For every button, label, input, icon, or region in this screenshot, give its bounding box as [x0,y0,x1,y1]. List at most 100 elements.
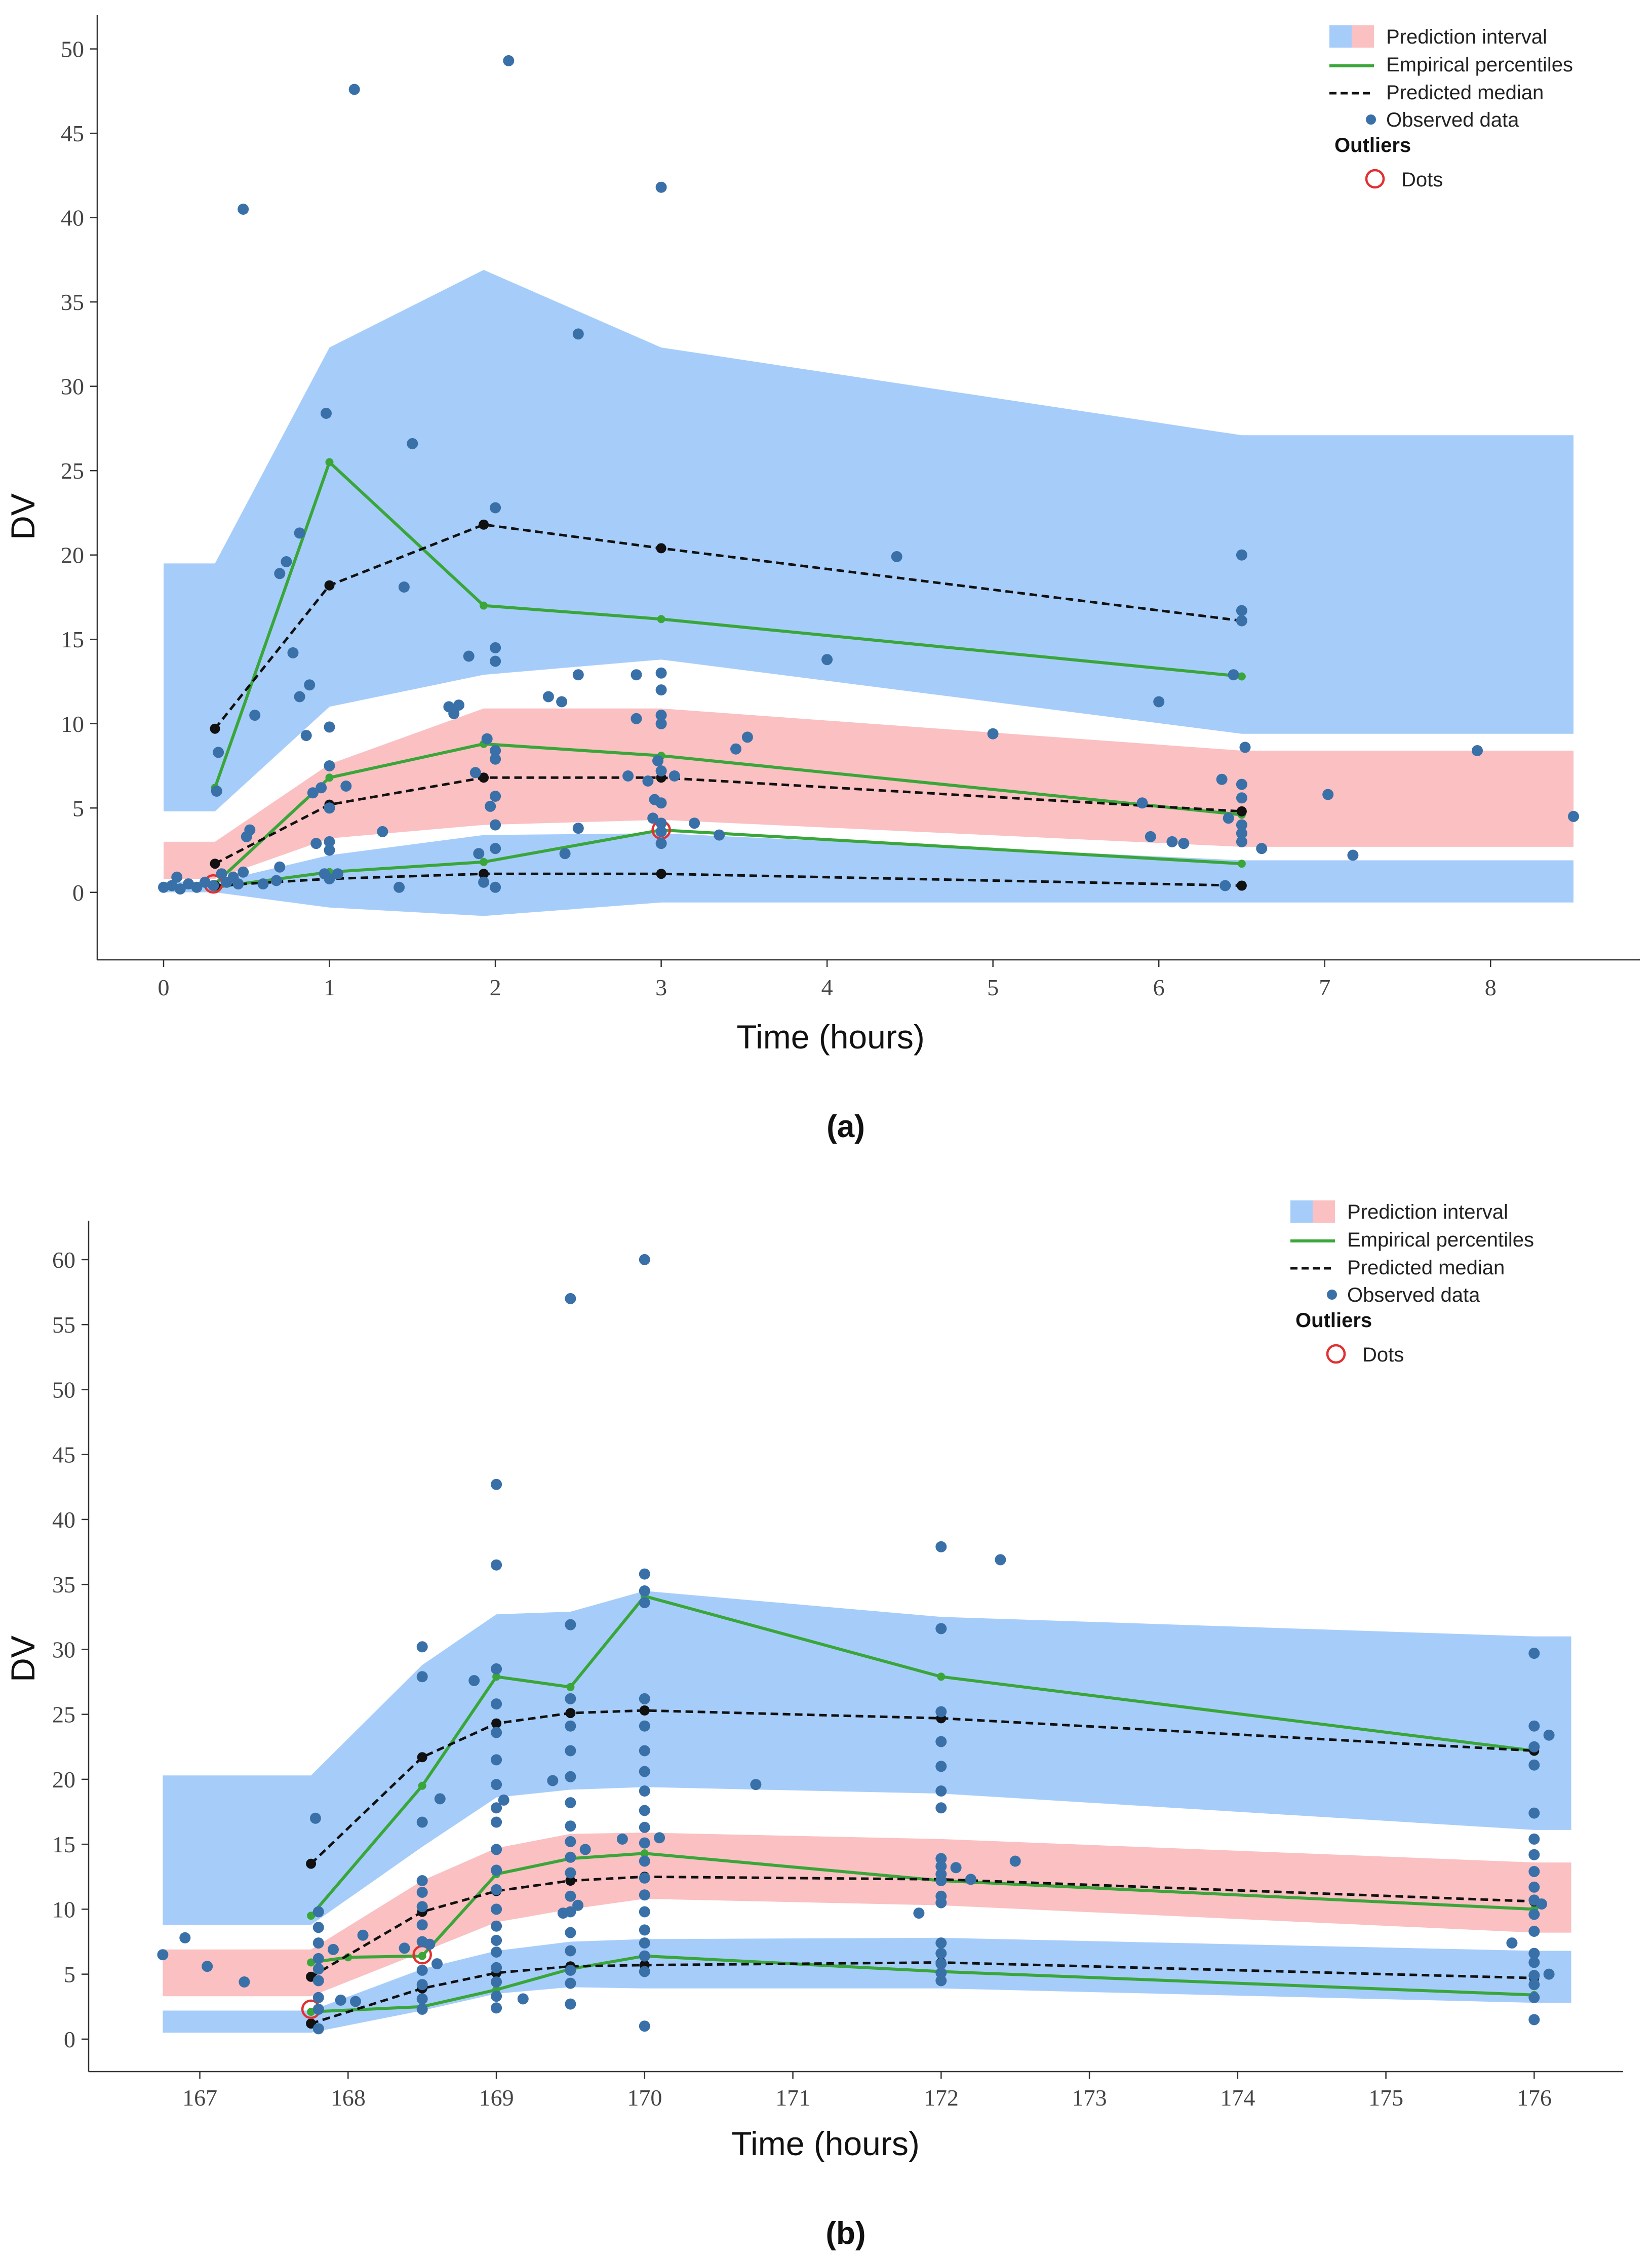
panel-a-observed-point [324,873,335,885]
panel-a-y-tick-label: 50 [61,36,84,62]
panel-a-median-middle-marker [210,859,220,869]
panel-a-observed-point [1236,605,1247,616]
panel-a-empirical-upper-marker [1237,672,1246,681]
panel-b-observed-point [491,1754,502,1766]
legend-observed-data: Observed data [1347,1284,1480,1306]
panel-b-observed-point [312,1953,324,1964]
legend-observed-dot [1366,114,1376,125]
panel-b-caption: (b) [825,2216,866,2251]
panel-a-observed-point [1236,778,1247,790]
panel-b-observed-point [1528,1909,1540,1920]
panel-b-legend: Prediction interval Empirical percentile… [1290,1200,1534,1366]
panel-b-observed-point [491,1884,502,1895]
panel-b-observed-point [357,1929,369,1941]
panel-b-observed-point [1528,1741,1540,1753]
panel-b-observed-point [312,1937,324,1949]
panel-a-observed-point [821,654,833,666]
legend-predicted-median: Predicted median [1347,1257,1505,1279]
panel-b-observed-point [565,1851,576,1863]
panel-a-observed-point [642,775,654,787]
panel-b-observed-point [1528,1849,1540,1860]
panel-a-observed-point [714,829,725,841]
panel-b-observed-points [157,1254,1555,2035]
panel-a-observed-point [324,802,335,814]
panel-b-observed-point [1528,1866,1540,1877]
panel-b-observed-point [639,1924,650,1936]
panel-a-observed-point [377,826,388,837]
panel-b-observed-point [1528,1970,1540,1981]
panel-a-x-tick-label: 7 [1319,975,1330,1000]
panel-b-observed-point [565,1964,576,1976]
panel-b-x-tick-label: 171 [775,2085,810,2111]
panel-a-observed-point [1236,819,1247,831]
panel-a-observed-point [238,866,249,878]
panel-a-observed-point [244,824,256,836]
panel-b-observed-point [312,2023,324,2035]
panel-b-observed-point [1528,1833,1540,1845]
legend-swatch-blue [1290,1200,1313,1223]
panel-a-median-upper-marker [479,519,489,530]
panel-a-y-tick-label: 45 [61,121,84,146]
panel-a-observed-point [453,699,464,711]
panel-a-legend: Prediction interval Empirical percentile… [1329,25,1573,191]
panel-b-observed-point [565,1927,576,1938]
panel-a-x-tick-label: 4 [821,975,833,1000]
panel-a-band-upper [164,269,1574,811]
panel-a-observed-point [1568,810,1579,822]
panel-a-observed-point [398,581,410,593]
panel-b-observed-point [416,1671,428,1683]
panel-b-band-upper [163,1591,1571,1925]
panel-a-empirical-upper-marker [480,601,488,610]
panel-b-y-tick-label: 55 [52,1312,75,1338]
panel-b-y-tick-label: 35 [52,1572,75,1598]
panel-a-observed-point [257,878,269,890]
panel-b-observed-point [935,1785,947,1797]
panel-a-observed-point [324,760,335,771]
panel-a-observed-point [490,819,501,831]
panel-b-observed-point [639,1785,650,1797]
panel-b-observed-point [312,2003,324,2015]
panel-a-observed-point [485,800,496,812]
panel-a-observed-point [270,875,282,886]
panel-b-observed-point [639,1966,650,1977]
panel-b-observed-point [399,1942,410,1954]
panel-b-empirical-middle-line [310,1852,1535,1964]
panel-a-observed-point [490,753,501,765]
panel-b-observed-point [950,1862,962,1874]
panel-b-x-axis-label: Time (hours) [731,2125,920,2162]
panel-a-observed-point [631,669,642,681]
legend-predicted-median: Predicted median [1386,82,1544,104]
panel-b-observed-point [913,1907,925,1919]
panel-a-observed-point [655,718,667,729]
panel-b-observed-point [565,1720,576,1732]
panel-b-y-tick-label: 40 [52,1507,75,1533]
legend-outliers-title: Outliers [1295,1309,1372,1332]
panel-b-median-upper-marker [639,1705,650,1716]
panel-b-observed-point [491,1844,502,1855]
panel-a-y-tick-label: 0 [72,880,84,906]
panel-b-observed-point [491,2002,502,2014]
panel-b-x-tick-label: 173 [1072,2085,1107,2111]
panel-a-observed-point [316,782,327,794]
panel-b-observed-point [565,1693,576,1704]
panel-b-observed-point [565,1890,576,1902]
panel-a-observed-point [655,667,667,679]
panel-b-observed-point [565,1619,576,1630]
panel-b-observed-point [416,1964,428,1976]
panel-b-observed-point [579,1844,591,1855]
panel-b-observed-point [491,1816,502,1828]
panel-a-y-tick-label: 20 [61,542,84,568]
panel-a-observed-point [572,823,584,834]
panel-b-observed-point [639,1585,650,1597]
panel-a-observed-point [1236,615,1247,627]
panel-a-observed-point [304,679,316,691]
panel-b-observed-point [1009,1855,1021,1867]
panel-b-observed-point [239,1976,250,1988]
panel-a-observed-point [294,527,305,539]
panel-a-observed-point [310,838,322,849]
panel-b-observed-point [202,1961,213,1972]
panel-a-y-tick-label: 10 [61,711,84,737]
panel-a-empirical-upper-marker [325,458,334,466]
panel-b-observed-point [1543,1968,1555,1980]
panel-b-observed-point [1528,1926,1540,1937]
